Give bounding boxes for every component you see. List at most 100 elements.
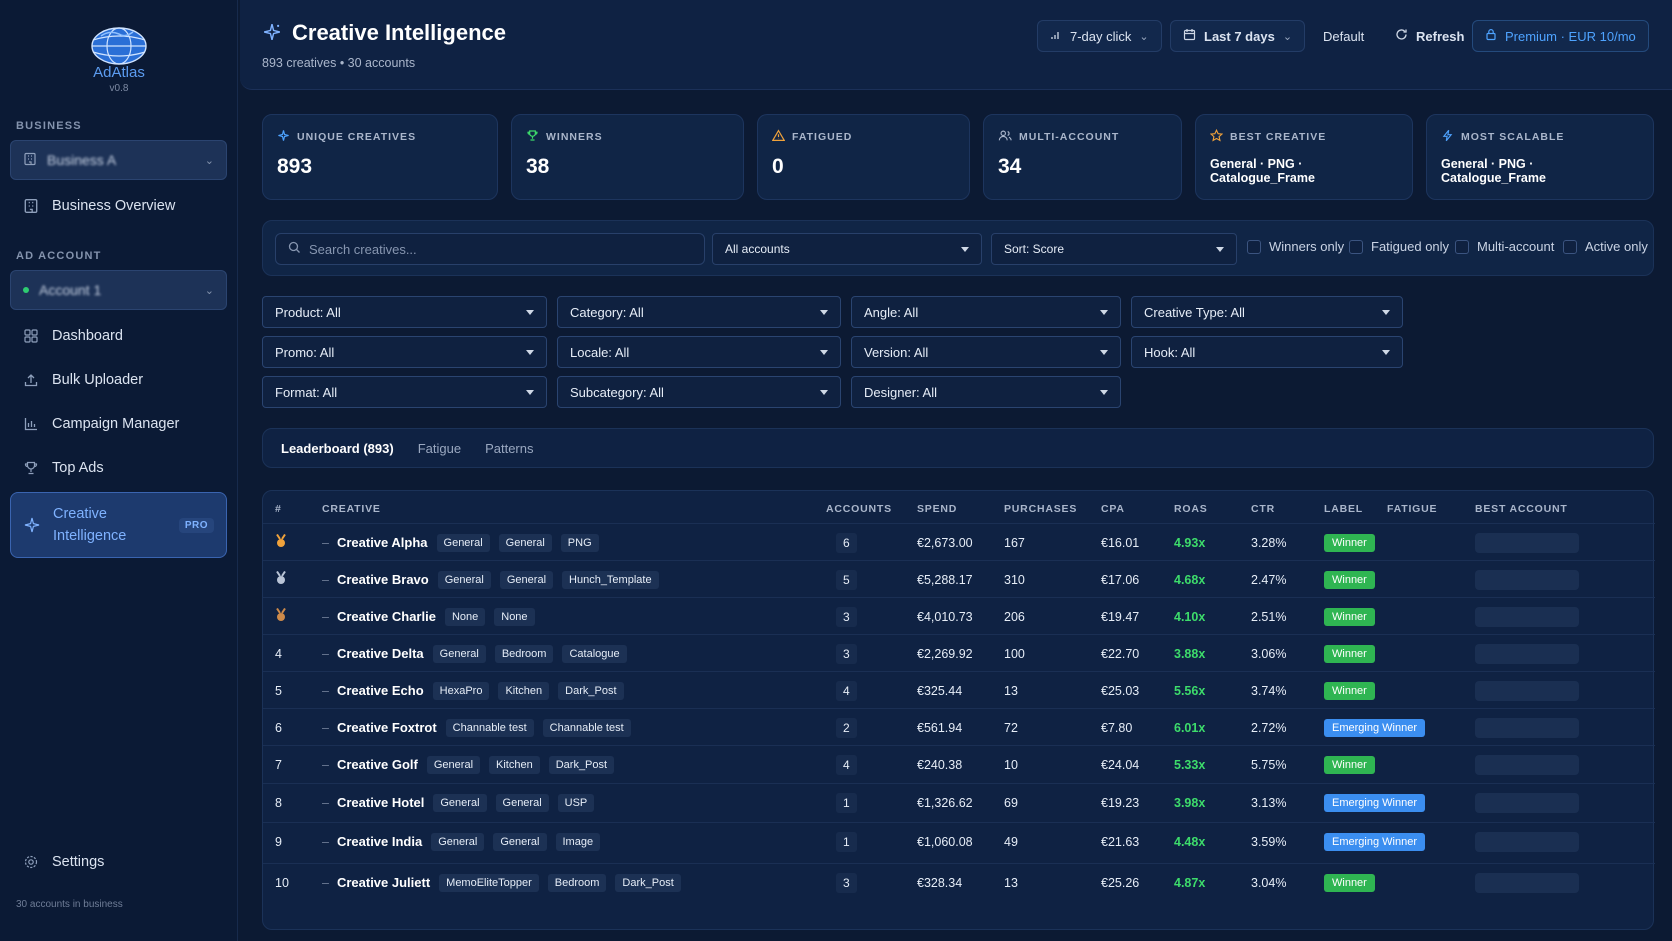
collapse-dash-icon[interactable]: – [322, 609, 329, 624]
table-row[interactable]: 6 – Creative Foxtrot Channable test Channabl… [263, 708, 1655, 745]
ctr-cell: 3.59% [1251, 823, 1286, 860]
cpa-cell: €21.63 [1101, 823, 1139, 860]
table-row[interactable]: – Creative Charlie None None 3 €4,010.73 206 €1… [263, 597, 1655, 634]
creative-cell[interactable]: – Creative Delta General Bedroom Catalogue [322, 635, 627, 672]
column-header-fatigue[interactable]: FATIGUE [1387, 503, 1438, 515]
collapse-dash-icon[interactable]: – [322, 795, 329, 810]
spend-cell: €4,010.73 [917, 598, 973, 635]
format-filter[interactable]: Format: All [262, 376, 547, 408]
locale-filter[interactable]: Locale: All [557, 336, 841, 368]
accounts-count: 5 [836, 569, 857, 590]
caret-down-icon [1216, 246, 1224, 252]
hook-filter[interactable]: Hook: All [1131, 336, 1403, 368]
collapse-dash-icon[interactable]: – [322, 757, 329, 772]
sidebar-item-creative-intelligence[interactable]: Creative Intelligence PRO [10, 492, 227, 558]
rank-number: 7 [275, 757, 282, 772]
column-header-rank[interactable]: # [275, 503, 282, 515]
search-input[interactable]: Search creatives... [275, 233, 705, 265]
rank-cell: 5 [275, 672, 282, 709]
creative-type-filter[interactable]: Creative Type: All [1131, 296, 1403, 328]
filter-value: Format: All [275, 384, 338, 400]
table-row[interactable]: 7 – Creative Golf General Kitchen Dark_Post 4 €… [263, 745, 1655, 782]
creative-cell[interactable]: – Creative Bravo General General Hunch_Templ… [322, 561, 659, 598]
best-account-placeholder [1475, 680, 1579, 701]
collapse-dash-icon[interactable]: – [322, 646, 329, 661]
fatigued-only-checkbox[interactable]: Fatigued only [1349, 239, 1449, 254]
table-row[interactable]: – Creative Bravo General General Hunch_Templ… [263, 560, 1655, 597]
designer-filter[interactable]: Designer: All [851, 376, 1121, 408]
tab-fatigue[interactable]: Fatigue [417, 440, 462, 456]
column-header-purchases[interactable]: PURCHASES [1004, 503, 1078, 515]
collapse-dash-icon[interactable]: – [322, 720, 329, 735]
default-view-button[interactable]: Default [1310, 20, 1377, 52]
stat-label: MULTI-ACCOUNT [1019, 131, 1120, 143]
attribution-dropdown[interactable]: 7-day click ⌄ [1037, 20, 1162, 52]
rank-cell: 4 [275, 635, 282, 672]
collapse-dash-icon[interactable]: – [322, 875, 329, 890]
column-header-roas[interactable]: ROAS [1174, 503, 1208, 515]
ctr-value: 2.72% [1251, 720, 1287, 735]
app-logo[interactable]: AdAtlas v0.8 [86, 24, 152, 94]
date-range-dropdown[interactable]: Last 7 days ⌄ [1170, 20, 1306, 52]
sidebar-item-settings[interactable]: Settings [10, 842, 227, 882]
rank-cell [275, 524, 287, 561]
ctr-value: 3.59% [1251, 834, 1287, 849]
winners-only-checkbox[interactable]: Winners only [1247, 239, 1344, 254]
subcategory-filter[interactable]: Subcategory: All [557, 376, 841, 408]
account-selector[interactable]: Account 1 ⌄ [10, 270, 227, 310]
column-header-best-account[interactable]: BEST ACCOUNT [1475, 503, 1568, 515]
collapse-dash-icon[interactable]: – [322, 834, 329, 849]
sidebar-item-business-overview[interactable]: Business Overview [10, 186, 227, 226]
column-header-spend[interactable]: SPEND [917, 503, 958, 515]
sort-select[interactable]: Sort: Score [991, 233, 1237, 265]
table-row[interactable]: 9 – Creative India General General Image 1 €1,0… [263, 822, 1655, 859]
tab-patterns[interactable]: Patterns [485, 440, 534, 456]
active-only-checkbox[interactable]: Active only [1563, 239, 1648, 254]
angle-filter[interactable]: Angle: All [851, 296, 1121, 328]
purchases-cell: 167 [1004, 524, 1025, 561]
sidebar-item-campaign-manager[interactable]: Campaign Manager [10, 404, 227, 444]
table-row[interactable]: – Creative Alpha General General PNG 6 €2,673.… [263, 523, 1655, 560]
filter-value: Subcategory: All [570, 384, 664, 400]
creative-cell[interactable]: – Creative Juliett MemoEliteTopper Bedroom D… [322, 864, 681, 901]
creative-cell[interactable]: – Creative Echo HexaPro Kitchen Dark_Post [322, 672, 624, 709]
table-row[interactable]: 8 – Creative Hotel General General USP 1 €1,326… [263, 783, 1655, 820]
ctr-value: 5.75% [1251, 757, 1287, 772]
column-header-cpa[interactable]: CPA [1101, 503, 1125, 515]
purchases-value: 13 [1004, 683, 1018, 698]
multi-account-checkbox[interactable]: Multi-account [1455, 239, 1554, 254]
ctr-value: 3.06% [1251, 646, 1287, 661]
table-row[interactable]: 4 – Creative Delta General Bedroom Catalogue 3… [263, 634, 1655, 671]
sidebar-item-bulk-uploader[interactable]: Bulk Uploader [10, 360, 227, 400]
product-filter[interactable]: Product: All [262, 296, 547, 328]
column-header-accounts[interactable]: ACCOUNTS [826, 503, 892, 515]
sidebar-item-dashboard[interactable]: Dashboard [10, 316, 227, 356]
table-row[interactable]: 5 – Creative Echo HexaPro Kitchen Dark_Post 4 €… [263, 671, 1655, 708]
business-selector[interactable]: Business A ⌄ [10, 140, 227, 180]
table-row[interactable]: 10 – Creative Juliett MemoEliteTopper Bedroo… [263, 863, 1655, 900]
collapse-dash-icon[interactable]: – [322, 572, 329, 587]
collapse-dash-icon[interactable]: – [322, 683, 329, 698]
creative-cell[interactable]: – Creative India General General Image [322, 823, 601, 860]
creative-cell[interactable]: – Creative Hotel General General USP [322, 784, 595, 821]
stat-label: BEST CREATIVE [1230, 131, 1327, 143]
version-filter[interactable]: Version: All [851, 336, 1121, 368]
premium-plan-button[interactable]: Premium · EUR 10/mo [1472, 20, 1649, 52]
creative-cell[interactable]: – Creative Alpha General General PNG [322, 524, 599, 561]
column-header-ctr[interactable]: CTR [1251, 503, 1275, 515]
column-header-label[interactable]: LABEL [1324, 503, 1363, 515]
accounts-select[interactable]: All accounts [712, 233, 982, 265]
refresh-button[interactable]: Refresh [1382, 20, 1477, 52]
creative-cell[interactable]: – Creative Foxtrot Channable test Channable… [322, 709, 631, 746]
best-account-cell [1475, 864, 1579, 901]
collapse-dash-icon[interactable]: – [322, 535, 329, 550]
tab-leaderboard[interactable]: Leaderboard (893) [281, 440, 394, 456]
column-header-creative[interactable]: CREATIVE [322, 503, 381, 515]
sidebar-item-top-ads[interactable]: Top Ads [10, 448, 227, 488]
creative-cell[interactable]: – Creative Charlie None None [322, 598, 535, 635]
promo-filter[interactable]: Promo: All [262, 336, 547, 368]
rank-cell: 10 [275, 864, 289, 901]
caret-down-icon [1382, 349, 1390, 355]
creative-cell[interactable]: – Creative Golf General Kitchen Dark_Post [322, 746, 615, 783]
category-filter[interactable]: Category: All [557, 296, 841, 328]
